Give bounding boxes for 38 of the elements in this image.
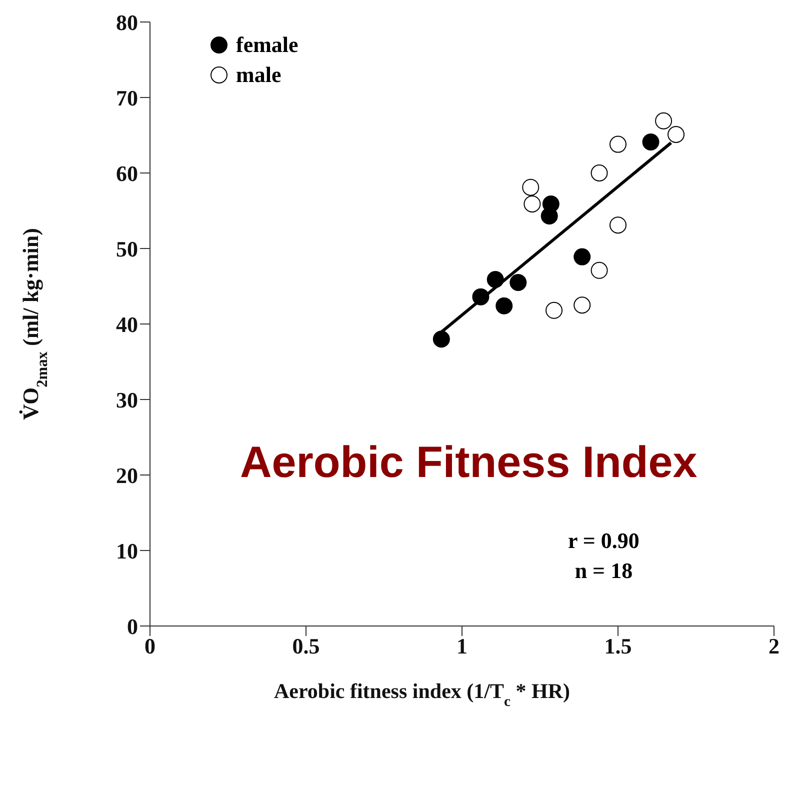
y-tick-label: 80 xyxy=(116,10,138,35)
point xyxy=(432,330,450,348)
legend-label: female xyxy=(236,31,298,59)
point xyxy=(668,126,685,143)
y-tick-label: 60 xyxy=(116,160,138,186)
point xyxy=(524,195,541,212)
point xyxy=(540,208,558,225)
x-tick-label: 1 xyxy=(456,634,468,659)
x-tick-label: 0.5 xyxy=(292,634,320,659)
y-tick-label: 20 xyxy=(116,462,138,488)
point xyxy=(610,216,626,234)
point xyxy=(496,297,513,314)
point xyxy=(574,296,591,314)
text: Aerobic Fitness Index xyxy=(240,438,698,488)
y-tick-label: 30 xyxy=(116,387,138,412)
x-tick-label: 2 xyxy=(768,634,780,659)
point xyxy=(472,288,490,306)
point xyxy=(610,136,626,153)
legend-label: male xyxy=(236,61,282,89)
x-axis-title: Aerobic fitness index (1/T$_{c}$ * HR) xyxy=(274,679,570,710)
point xyxy=(590,262,608,279)
point xyxy=(486,270,504,288)
point xyxy=(546,302,563,319)
y-tick-label: 70 xyxy=(116,85,138,110)
y-tick-label: 50 xyxy=(116,236,138,262)
point xyxy=(574,248,591,266)
point xyxy=(510,274,527,291)
point xyxy=(642,134,660,151)
x-tick-label: 0 xyxy=(144,634,156,659)
point xyxy=(522,178,540,196)
point xyxy=(655,112,672,130)
annotation: n = 18 xyxy=(574,557,634,585)
y-tick-label: 40 xyxy=(116,312,138,337)
y-tick-label: 10 xyxy=(116,538,138,564)
annotation: r = 0.90 xyxy=(568,527,640,555)
x-tick-label: 1.5 xyxy=(604,634,632,659)
y-tick-label: 0 xyxy=(127,614,138,639)
point xyxy=(590,164,608,182)
